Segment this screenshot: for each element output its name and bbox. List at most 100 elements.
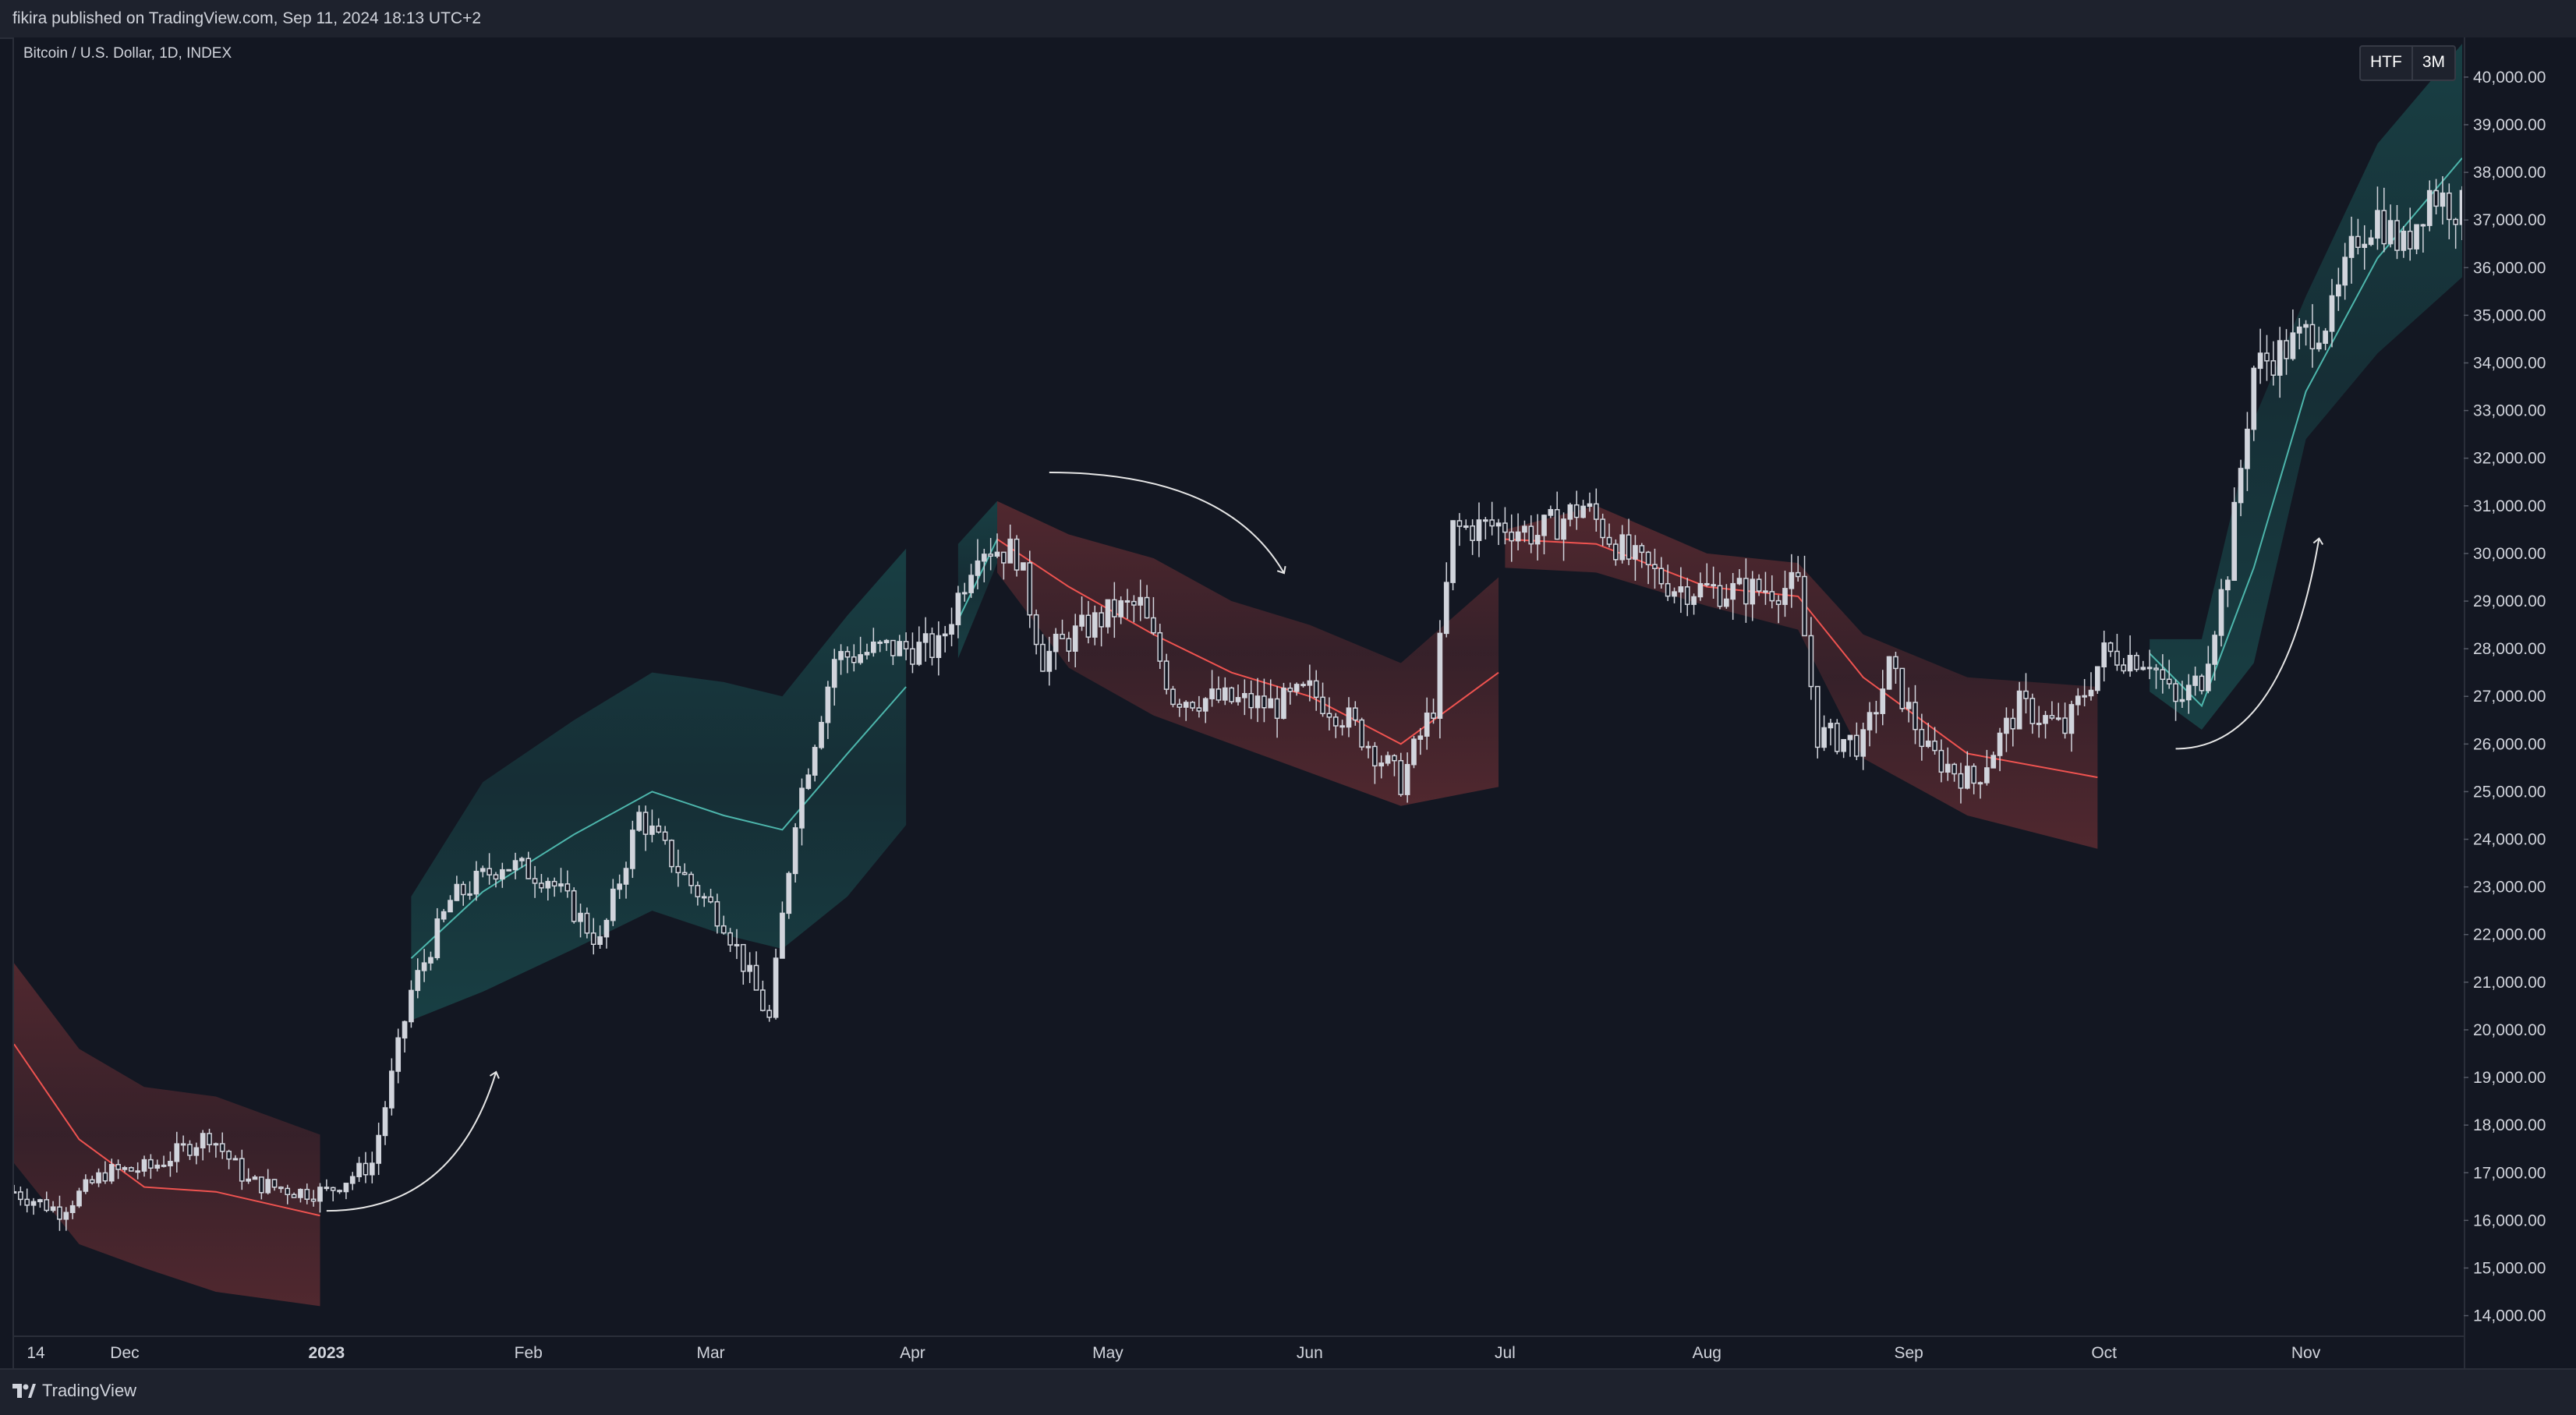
candle-body — [2348, 235, 2355, 258]
candle — [108, 1159, 115, 1184]
candle — [1672, 587, 1677, 603]
candle — [1085, 600, 1092, 644]
candle-body — [1730, 582, 1736, 600]
candle-body — [2134, 655, 2139, 670]
candle — [910, 632, 915, 674]
candle — [174, 1131, 180, 1173]
candle — [1385, 752, 1391, 766]
candle — [1476, 502, 1482, 557]
candle-body — [1580, 505, 1586, 518]
x-tick-label: Aug — [1693, 1344, 1721, 1362]
candle-body — [669, 840, 674, 868]
candle — [1633, 535, 1638, 581]
candle — [2036, 706, 2042, 738]
candle — [753, 951, 759, 991]
price-axis[interactable] — [2464, 37, 2576, 1368]
candle-body — [115, 1164, 121, 1170]
candle-body — [590, 932, 596, 945]
candle — [1470, 519, 1475, 555]
candle-body — [1951, 763, 1957, 775]
y-tick-label: 38,000.00 — [2473, 164, 2546, 182]
candle-body — [1938, 749, 1944, 773]
candle-body — [1899, 667, 1905, 709]
candle — [2016, 681, 2022, 730]
candle — [2329, 278, 2335, 348]
candle-body — [128, 1167, 134, 1172]
candle-body — [421, 962, 427, 971]
candle — [200, 1130, 206, 1161]
y-tick-label: 36,000.00 — [2473, 259, 2546, 277]
candle-body — [1007, 538, 1014, 564]
candle — [1293, 682, 1300, 696]
candle — [1652, 548, 1658, 589]
candle — [1092, 605, 1098, 646]
candle — [154, 1159, 161, 1172]
candle — [2401, 225, 2407, 258]
candle-body — [1743, 578, 1749, 605]
candle — [2218, 578, 2224, 647]
candle-body — [792, 827, 798, 875]
candle — [2088, 672, 2094, 701]
candle — [356, 1156, 362, 1183]
candle — [623, 861, 629, 899]
candle — [662, 826, 668, 845]
timeframe-widget[interactable]: HTF 3M — [2359, 45, 2457, 81]
candle-body — [1144, 596, 1150, 619]
candle — [349, 1172, 356, 1190]
candle — [2146, 649, 2153, 680]
candle — [363, 1151, 369, 1183]
candle — [1060, 619, 1065, 639]
candle-body — [1509, 531, 1515, 542]
candle — [2251, 366, 2257, 441]
candle — [1268, 679, 1274, 709]
candle-body — [1736, 578, 1743, 585]
candle — [571, 887, 577, 924]
candle — [89, 1176, 95, 1185]
candle-body — [1711, 584, 1716, 587]
candle — [1743, 558, 1749, 623]
candle — [83, 1174, 89, 1194]
candle — [720, 915, 727, 935]
candle-body — [2088, 689, 2094, 697]
candle-body — [1268, 698, 1274, 709]
candle-body — [838, 651, 844, 660]
candle — [2192, 667, 2198, 696]
tradingview-logo[interactable]: TradingView — [12, 1381, 136, 1401]
candle-body — [441, 911, 447, 920]
candle — [232, 1155, 239, 1161]
candle-body — [1163, 660, 1169, 690]
candle — [929, 627, 935, 666]
candle-body — [1307, 680, 1313, 686]
candle-body — [343, 1183, 349, 1193]
candle-body — [434, 918, 441, 959]
candle-body — [2446, 192, 2452, 221]
candle — [1580, 500, 1586, 518]
candle-body — [2394, 220, 2400, 251]
candle — [831, 649, 837, 706]
candle-body — [603, 919, 610, 938]
candle-body — [2036, 723, 2042, 726]
candle-body — [2440, 192, 2446, 207]
y-tick-label: 30,000.00 — [2473, 545, 2546, 563]
candle-body — [2107, 642, 2114, 653]
candle — [1834, 719, 1840, 755]
candle-body — [662, 831, 668, 841]
candle-body — [2316, 342, 2322, 350]
candle — [1404, 752, 1410, 803]
candle-body — [512, 860, 518, 871]
candle — [2010, 709, 2016, 747]
candle — [2225, 576, 2231, 607]
y-tick-label: 28,000.00 — [2473, 640, 2546, 658]
candle-body — [539, 883, 544, 889]
candle-body — [2153, 667, 2159, 670]
candle-body — [1372, 745, 1378, 767]
candle — [1346, 697, 1352, 738]
candle-body — [1352, 707, 1358, 721]
candle — [389, 1058, 395, 1116]
candle-body — [675, 865, 681, 874]
candle — [395, 1028, 402, 1084]
candle-body — [2257, 352, 2263, 370]
candle-body — [108, 1164, 115, 1182]
x-tick-label: Apr — [900, 1344, 925, 1362]
candle — [376, 1123, 381, 1176]
